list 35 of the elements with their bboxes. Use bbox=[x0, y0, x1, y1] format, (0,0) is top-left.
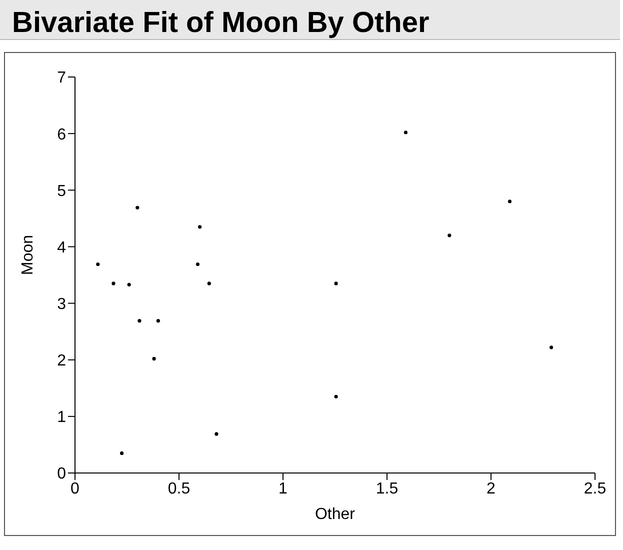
y-tick-label: 6 bbox=[57, 126, 66, 144]
y-tick-label: 0 bbox=[57, 466, 66, 483]
point bbox=[334, 394, 338, 398]
point bbox=[334, 282, 338, 286]
point bbox=[152, 356, 156, 361]
y-tick-label: 7 bbox=[57, 70, 66, 87]
point bbox=[136, 206, 140, 210]
x-tick-label: 2.5 bbox=[584, 480, 606, 498]
x-tick-label: 2 bbox=[486, 480, 496, 498]
point bbox=[207, 282, 211, 286]
x-axis-title: Other bbox=[314, 506, 356, 523]
point bbox=[112, 282, 116, 286]
point bbox=[198, 225, 202, 229]
point bbox=[127, 282, 131, 286]
y-tick-label: 3 bbox=[57, 296, 66, 313]
y-tick-label: 1 bbox=[57, 409, 66, 426]
point bbox=[508, 200, 512, 204]
point bbox=[448, 234, 452, 238]
point bbox=[550, 346, 554, 350]
y-tick-label: 5 bbox=[57, 182, 66, 200]
point bbox=[96, 262, 100, 266]
y-tick-label: 4 bbox=[57, 239, 66, 256]
point bbox=[120, 451, 124, 455]
x-tick-label: 0 bbox=[70, 480, 80, 498]
point bbox=[138, 319, 142, 323]
point bbox=[404, 130, 408, 134]
chart-title: Bivariate Fit of Moon By Other bbox=[0, 0, 620, 40]
point bbox=[156, 319, 160, 323]
y-tick-label: 2 bbox=[57, 352, 66, 370]
y-axis-title: Moon bbox=[20, 234, 37, 275]
x-tick-label: 1.5 bbox=[376, 480, 398, 498]
point bbox=[214, 432, 218, 436]
point bbox=[196, 262, 200, 266]
x-tick-label: 1 bbox=[278, 480, 288, 498]
x-tick-label: 0.5 bbox=[168, 480, 190, 498]
